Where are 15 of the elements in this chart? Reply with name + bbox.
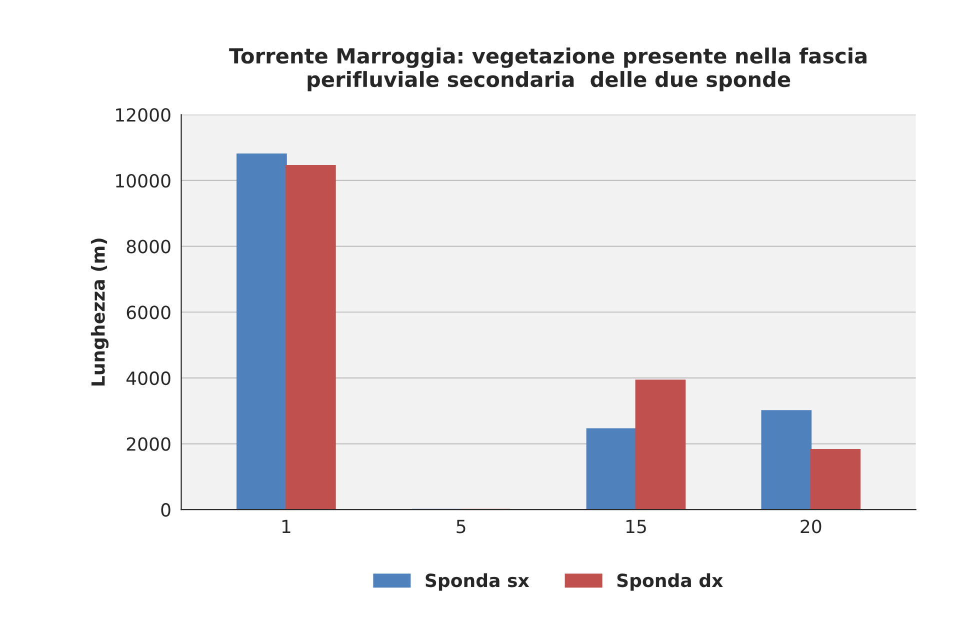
y-tick-label: 12000 [116, 108, 170, 122]
y-tick-label: 4000 [126, 371, 170, 386]
x-tick-label: 20 [800, 520, 822, 534]
legend-label: Sponda sx [426, 573, 530, 591]
y-tick-label: 8000 [126, 240, 170, 254]
y-tick-label: 0 [161, 503, 170, 517]
x-tick-label: 1 [282, 520, 290, 534]
legend-label: Sponda dx [617, 573, 723, 591]
y-tick-label: 6000 [126, 306, 170, 320]
y-tick-label: 2000 [126, 437, 170, 451]
chart-title: Torrente Marroggia: vegetazione presente nella fascia perifluviale secondaria delle due sponde [229, 48, 866, 92]
x-tick-label: 15 [626, 520, 646, 534]
y-axis-title: Lunghezza (m) [90, 238, 109, 386]
x-tick-label: 5 [456, 520, 466, 534]
y-tick-label: 10000 [116, 174, 170, 188]
